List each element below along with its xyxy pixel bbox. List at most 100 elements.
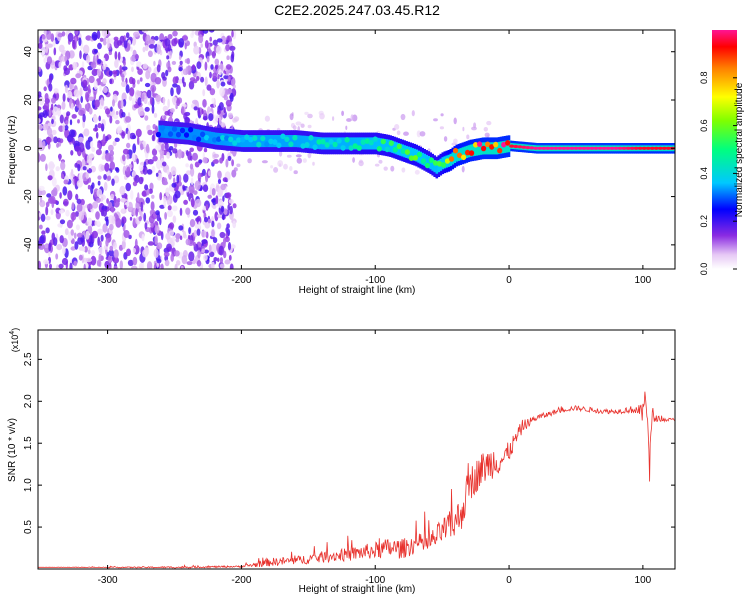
spectrogram-noise-cell [112, 99, 115, 107]
spectrogram-noise-cell [132, 247, 136, 254]
spectrogram-noise-cell [144, 82, 151, 88]
spectrogram-noise-cell [99, 84, 102, 92]
spectrogram-noise-cell [121, 131, 125, 139]
spectrogram-noise-cell [208, 30, 215, 33]
spectrogram-ridge-peak [469, 150, 475, 156]
spectrogram-noise-cell [90, 234, 93, 244]
spectrogram-noise-cell [471, 126, 477, 131]
spectrogram-noise-cell [131, 36, 137, 46]
spectrogram-ridge-peak [436, 161, 443, 167]
spectrogram-noise-cell [116, 126, 122, 134]
spectrogram-noise-cell [204, 40, 209, 49]
spectrogram-noise-cell [95, 132, 99, 139]
snr-panel: -300 -200 -100 0 100 0.5 1.0 1.5 2.0 2.5 Height … [7, 328, 676, 595]
spectrogram-noise-cell [202, 30, 209, 34]
spectrogram-noise-cell [319, 113, 325, 120]
colorbar-tick-label: 0.6 [699, 119, 709, 132]
spectrogram-noise-cell [127, 201, 133, 212]
spectrogram-noise-cell [99, 240, 102, 247]
spectrogram-noise-cell [210, 243, 217, 254]
spectrogram-ridge-peak [320, 138, 326, 145]
spectrogram-noise-cell [95, 149, 102, 156]
spectrogram-ridge-band [453, 150, 457, 163]
spectrogram-noise-cell [144, 184, 149, 191]
spectrogram-noise-cell [197, 107, 201, 117]
spectrogram-noise-cell [190, 197, 195, 208]
spectrogram-noise-cell [87, 136, 93, 143]
spectrogram-noise-cell [128, 95, 133, 101]
spectrogram-noise-cell [139, 143, 144, 151]
spectrogram-ridge-peak [380, 138, 386, 145]
spectrogram-noise-cell [113, 249, 119, 259]
spectrogram-noise-cell [155, 144, 161, 151]
spectrogram-ridge-band [435, 161, 439, 174]
spectrogram-noise-cell [394, 124, 400, 130]
snr-line-layer [38, 391, 675, 569]
spectrogram-noise-cell [91, 230, 98, 239]
spectrogram-ridge-peak [188, 126, 194, 133]
spectrogram-noise-cell [78, 254, 83, 261]
spectrogram-ridge-peak [308, 135, 314, 141]
spectrogram-noise-cell [50, 103, 54, 111]
spectrogram-ridge-peak [505, 140, 511, 146]
spectrogram-ridge-band [264, 135, 268, 148]
spectrogram-noise-cell [204, 76, 208, 87]
spectrogram-noise-cell [86, 165, 90, 170]
spectrogram-ridge-peak [477, 141, 483, 147]
spectrogram-noise-cell [332, 116, 335, 121]
spectrogram-noise-cell [126, 153, 130, 160]
spectrogram-noise-cell [66, 134, 74, 143]
spectrogram-noise-cell [51, 118, 54, 125]
spectrogram-noise-cell [401, 167, 406, 173]
spectrogram-ridge-peak [348, 145, 354, 151]
spectrogram-noise-cell [127, 130, 131, 141]
spectrogram-noise-cell [172, 205, 178, 212]
spectrogram-noise-cell [212, 114, 219, 124]
spectrogram-ridge-peak [224, 135, 230, 141]
spectrogram-noise-cell [203, 249, 209, 254]
spectrogram-ridge-peak [336, 138, 342, 144]
colorbar-tick-label: 0.2 [699, 215, 709, 228]
spectrogram-noise-cell [211, 220, 215, 228]
spectrogram-noise-cell [188, 80, 195, 90]
spectrogram-noise-cell [97, 42, 102, 50]
spectrogram-noise-cell [103, 57, 106, 67]
spectrogram-noise-cell [198, 159, 203, 164]
spectrogram-noise-cell [189, 219, 196, 228]
spectrogram-ridge-peak [629, 146, 635, 150]
spectrogram-noise-cell [218, 116, 222, 126]
spectrogram-ridge-band [294, 135, 298, 148]
spectrogram-noise-cell [192, 99, 198, 105]
spectrogram-ridge-peak [163, 128, 170, 134]
spectrogram-noise-cell [77, 163, 81, 172]
spectrogram-noise-cell [172, 148, 178, 154]
spectrogram-ridge-band [305, 135, 308, 148]
spectrogram-ridge-peak [637, 146, 643, 150]
spectrogram-noise-cell [231, 159, 235, 167]
spectrogram-noise-cell [230, 78, 236, 86]
spectrogram-noise-cell [78, 37, 82, 46]
spectrogram-noise-cell [233, 167, 238, 172]
spectrogram-noise-cell [135, 128, 142, 138]
spectrogram-noise-cell [208, 113, 214, 122]
spectrogram-noise-cell [96, 68, 102, 77]
spectrogram-noise-cell [170, 87, 174, 97]
spectrogram-noise-cell [270, 165, 274, 169]
spectrogram-ridge-peak [517, 145, 523, 149]
spectrogram-noise-cell [102, 223, 108, 233]
spectrogram-ridge-band [477, 143, 481, 156]
spectrogram-noise-cell [151, 194, 155, 199]
spectrogram-noise-cell [56, 142, 60, 148]
spectrogram-noise-cell [72, 137, 75, 145]
spectrogram-noise-cell [105, 238, 109, 247]
spectrogram-noise-cell [212, 39, 218, 46]
spectrogram-noise-cell [183, 173, 189, 183]
spectrogram-noise-cell [195, 217, 201, 222]
spectrogram-noise-cell [132, 181, 138, 187]
spectrogram-noise-cell [62, 93, 66, 102]
spectrogram-noise-cell [96, 197, 101, 203]
spectrogram-noise-cell [97, 180, 101, 186]
snr-y-scale: (x104) [9, 328, 20, 352]
spectrogram-noise-cell [41, 230, 46, 235]
spectrogram-ridge-peak [661, 146, 667, 150]
